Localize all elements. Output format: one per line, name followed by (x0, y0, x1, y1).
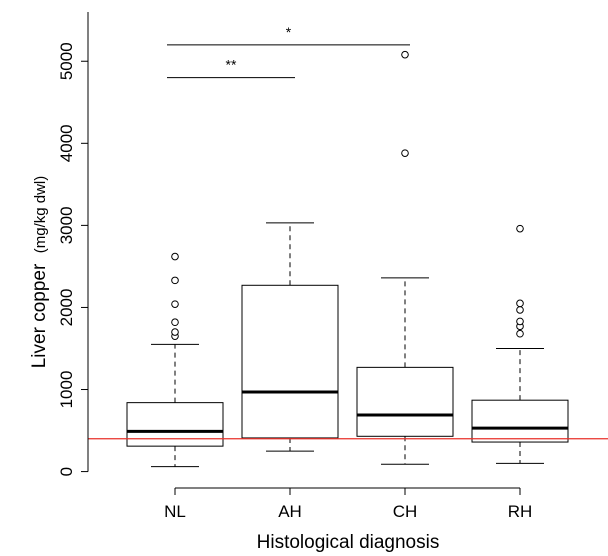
plot-area: *** (88, 24, 608, 468)
outlier-point (516, 317, 524, 326)
y-axis-ticks: 0 1000 2000 3000 4000 5000 (57, 42, 88, 476)
box-rh (471, 224, 569, 464)
significance-bracket: ** (167, 57, 295, 79)
y-tick-label: 2000 (57, 289, 76, 327)
y-tick-label: 5000 (57, 42, 76, 80)
significance-label: ** (226, 57, 237, 73)
significance-label: * (286, 24, 292, 40)
y-axis-title: Liver copper (mg/kg dwl) (29, 176, 50, 369)
x-tick-label: CH (393, 502, 418, 521)
outlier-point (401, 50, 409, 59)
box-iqr (126, 402, 224, 447)
box-iqr (356, 366, 454, 437)
box-ah (241, 222, 339, 452)
outlier-point (171, 300, 179, 308)
x-tick-label: NL (164, 502, 186, 521)
y-axis-title-unit: (mg/kg dwl) (32, 176, 49, 254)
box-iqr (471, 399, 569, 443)
outlier-point (171, 252, 179, 261)
outlier-point (516, 306, 524, 314)
x-axis-ticks: NL AH CH RH (164, 488, 532, 521)
box-iqr (241, 284, 339, 439)
outlier-point (171, 276, 179, 285)
y-tick-label: 0 (57, 467, 76, 476)
y-tick-label: 1000 (57, 371, 76, 409)
y-tick-label: 4000 (57, 124, 76, 162)
x-axis-title: Histological diagnosis (257, 532, 440, 553)
y-axis-title-main: Liver copper (29, 263, 50, 368)
x-tick-label: RH (508, 502, 533, 521)
outlier-point (171, 318, 179, 327)
box-ch (356, 50, 454, 465)
outlier-point (516, 329, 524, 338)
outlier-point (516, 224, 524, 233)
y-tick-label: 3000 (57, 206, 76, 244)
significance-bracket: * (167, 24, 410, 46)
outlier-point (516, 299, 524, 308)
outlier-point (401, 149, 409, 157)
outlier-point (171, 328, 179, 336)
box-nl (126, 252, 224, 468)
x-tick-label: AH (278, 502, 302, 521)
